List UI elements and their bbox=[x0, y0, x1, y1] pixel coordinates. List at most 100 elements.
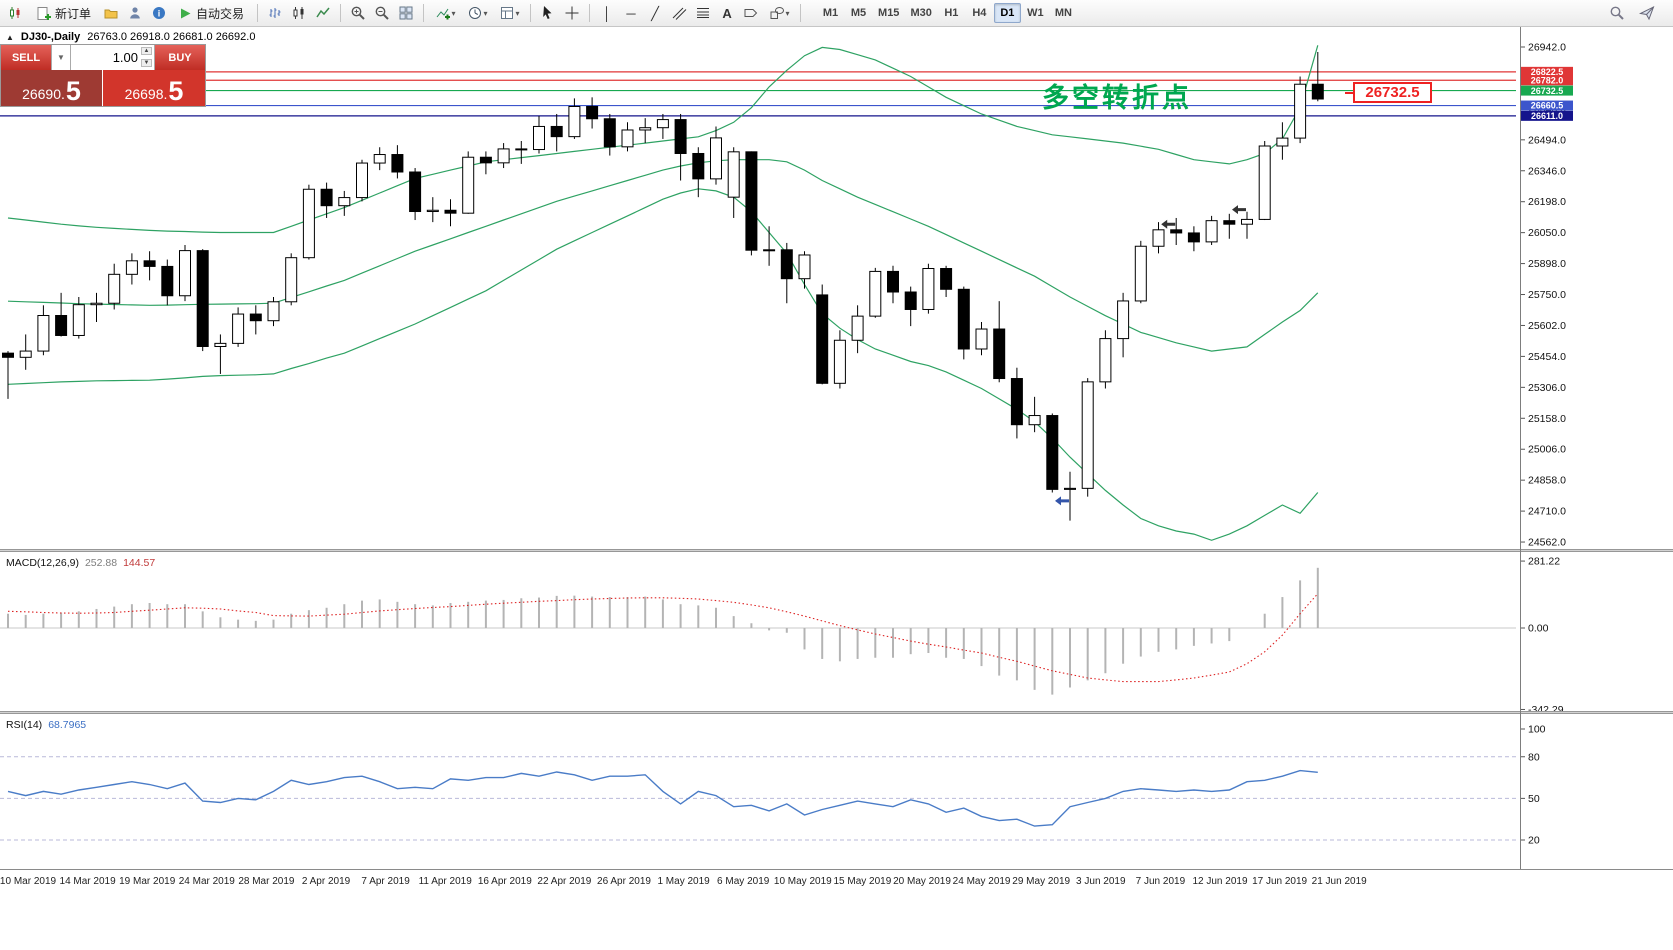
templates-glyph bbox=[500, 7, 513, 19]
templates-button[interactable]: ▾ bbox=[494, 2, 524, 24]
rsi-indicator-panel[interactable]: 100 80 50 20 bbox=[0, 715, 1673, 868]
autotrading-button[interactable]: 自动交易 bbox=[172, 2, 251, 24]
svg-text:26346.0: 26346.0 bbox=[1528, 165, 1566, 177]
text-tool-icon[interactable]: A bbox=[716, 2, 738, 24]
fibonacci-icon[interactable] bbox=[692, 2, 714, 24]
trendline-icon[interactable]: ╱ bbox=[644, 2, 666, 24]
collapse-arrow-icon[interactable]: ▲ bbox=[6, 32, 14, 42]
bollinger-upper bbox=[7, 45, 1319, 234]
zoom-out-icon[interactable] bbox=[371, 2, 393, 24]
folder-icon[interactable] bbox=[100, 2, 122, 24]
timeframe-m5[interactable]: M5 bbox=[845, 3, 872, 23]
rsi-label: RSI(14) 68.7965 bbox=[6, 719, 86, 731]
panel-splitter[interactable] bbox=[0, 711, 1673, 714]
chart-title: ▲ DJ30-,Daily 26763.0 26918.0 26681.0 26… bbox=[6, 31, 255, 43]
indicators-button[interactable]: ▾ bbox=[430, 2, 460, 24]
date-label: 26 Apr 2019 bbox=[597, 876, 651, 887]
volume-stepper[interactable]: ▲ ▼ bbox=[141, 47, 152, 67]
date-label: 7 Jun 2019 bbox=[1135, 876, 1186, 887]
svg-text:i: i bbox=[158, 9, 161, 19]
date-label: 14 Mar 2019 bbox=[59, 876, 116, 887]
profile-icon[interactable] bbox=[124, 2, 146, 24]
send-icon[interactable] bbox=[1636, 2, 1658, 24]
tile-windows-icon[interactable] bbox=[395, 2, 417, 24]
timeframe-h4[interactable]: H4 bbox=[966, 3, 993, 23]
rsi-axis[interactable]: 100 80 50 20 bbox=[1520, 724, 1546, 847]
periods-button[interactable]: ▾ bbox=[462, 2, 492, 24]
bar-chart-glyph bbox=[269, 8, 281, 18]
cursor-icon[interactable] bbox=[537, 2, 559, 24]
chevron-down-icon: ▾ bbox=[451, 8, 456, 18]
sell-button[interactable]: SELL bbox=[1, 45, 51, 70]
timeframe-d1[interactable]: D1 bbox=[993, 3, 1021, 23]
step-down-icon[interactable]: ▼ bbox=[141, 59, 152, 67]
new-chart-glyph bbox=[10, 7, 20, 19]
folder-glyph bbox=[104, 9, 118, 19]
chart-marker[interactable] bbox=[1161, 219, 1176, 229]
clock-icon bbox=[468, 7, 481, 19]
buy-button[interactable]: BUY bbox=[155, 45, 205, 70]
label-tool-glyph bbox=[744, 9, 758, 17]
indicators-glyph bbox=[436, 8, 450, 20]
macd-axis[interactable]: 281.22 0.00 -342.29 bbox=[1520, 556, 1564, 711]
date-label: 6 May 2019 bbox=[717, 876, 770, 887]
text-tool-glyph: A bbox=[722, 5, 732, 21]
price-axis-border bbox=[1520, 27, 1521, 892]
svg-text:26050.0: 26050.0 bbox=[1528, 227, 1566, 239]
crosshair-icon[interactable] bbox=[561, 2, 583, 24]
volume-value: 1.00 bbox=[112, 50, 138, 65]
toolbar-separator bbox=[423, 4, 425, 22]
vertical-line-icon[interactable]: │ bbox=[596, 2, 618, 24]
line-chart-icon[interactable] bbox=[312, 2, 334, 24]
date-label: 7 Apr 2019 bbox=[361, 876, 410, 887]
horizontal-line-icon[interactable]: ─ bbox=[620, 2, 642, 24]
main-toolbar: 新订单 i 自动交易 bbox=[0, 0, 1673, 27]
chart-ohlc-values: 26763.0 26918.0 26681.0 26692.0 bbox=[87, 31, 256, 43]
trendline-glyph: ╱ bbox=[651, 5, 659, 21]
svg-text:281.22: 281.22 bbox=[1528, 556, 1560, 568]
play-icon bbox=[181, 8, 191, 18]
svg-text:26494.0: 26494.0 bbox=[1528, 134, 1566, 146]
sell-price-panel[interactable]: 26690. 5 bbox=[1, 70, 103, 106]
trade-controls-row: SELL ▼ 1.00 ▲ ▼ BUY bbox=[1, 45, 205, 70]
volume-dropdown[interactable]: ▼ bbox=[51, 45, 71, 70]
date-label: 16 Apr 2019 bbox=[477, 876, 532, 887]
step-up-icon[interactable]: ▲ bbox=[141, 47, 152, 55]
timeframe-h1[interactable]: H1 bbox=[938, 3, 965, 23]
info-icon[interactable]: i bbox=[148, 2, 170, 24]
shapes-button[interactable]: ▾ bbox=[764, 2, 794, 24]
chevron-down-icon: ▾ bbox=[785, 8, 790, 18]
rsi-line bbox=[7, 769, 1318, 827]
bar-chart-icon[interactable] bbox=[264, 2, 286, 24]
channel-icon[interactable] bbox=[668, 2, 690, 24]
timeframe-w1[interactable]: W1 bbox=[1022, 3, 1049, 23]
main-price-chart[interactable]: 26942.026794.026646.026494.026346.026198… bbox=[0, 27, 1673, 549]
panel-splitter[interactable] bbox=[0, 549, 1673, 552]
chart-marker[interactable] bbox=[1055, 496, 1069, 506]
timeframe-mn[interactable]: MN bbox=[1050, 3, 1077, 23]
macd-indicator-panel[interactable]: 281.22 0.00 -342.29 bbox=[0, 553, 1673, 711]
timeframe-m15[interactable]: M15 bbox=[873, 3, 904, 23]
turning-point-annotation: 多空转折点 bbox=[1042, 83, 1192, 113]
buy-price-big: 5 bbox=[168, 75, 184, 106]
chart-marker[interactable] bbox=[1232, 205, 1246, 215]
buy-price-panel[interactable]: 26698. 5 bbox=[103, 70, 205, 106]
volume-input[interactable]: 1.00 ▲ ▼ bbox=[71, 45, 155, 70]
candlestick-icon[interactable] bbox=[288, 2, 310, 24]
date-label: 28 Mar 2019 bbox=[238, 876, 295, 887]
date-label: 22 Apr 2019 bbox=[537, 876, 592, 887]
toolbar-separator bbox=[589, 4, 591, 22]
timeframe-m30[interactable]: M30 bbox=[905, 3, 936, 23]
profile-glyph bbox=[130, 7, 140, 19]
new-chart-icon[interactable] bbox=[5, 2, 27, 24]
date-label: 15 May 2019 bbox=[833, 876, 892, 887]
toolbar-right-group bbox=[1606, 2, 1668, 24]
timeframe-m1[interactable]: M1 bbox=[817, 3, 844, 23]
label-tool-icon[interactable] bbox=[740, 2, 762, 24]
search-icon[interactable] bbox=[1606, 2, 1628, 24]
zoom-in-icon[interactable] bbox=[347, 2, 369, 24]
horizontal-level-lines[interactable] bbox=[0, 71, 1516, 117]
new-order-button[interactable]: 新订单 bbox=[29, 2, 98, 24]
svg-text:100: 100 bbox=[1528, 724, 1546, 736]
time-axis[interactable]: 10 Mar 2019 14 Mar 2019 19 Mar 2019 24 Mar … bbox=[0, 869, 1673, 892]
